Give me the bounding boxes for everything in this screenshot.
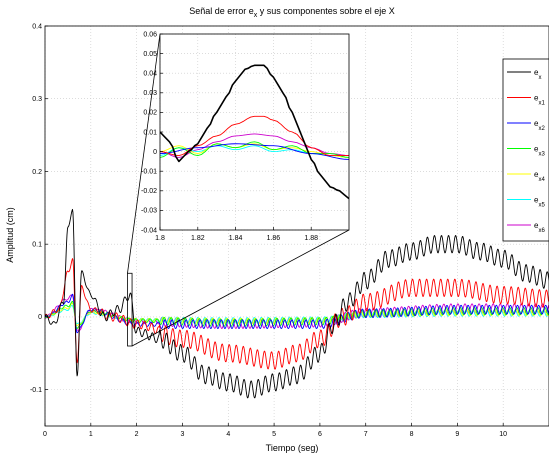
- inset-series-e-x1: [160, 115, 349, 156]
- inset-y-tick-label: 0.04: [143, 71, 157, 78]
- inset-series-e-x3: [160, 141, 349, 158]
- inset-x-tick-label: 1.8: [155, 235, 165, 242]
- inset-y-tick-label: -0.02: [141, 188, 157, 195]
- inset-x-tick-label: 1.82: [191, 235, 205, 242]
- inset-x-tick-label: 1.86: [267, 235, 281, 242]
- legend-label: ex1: [534, 94, 545, 107]
- inset-y-tick-label: -0.04: [141, 227, 157, 234]
- zoom-region-box: [127, 272, 133, 347]
- main-series-e-x: [45, 208, 549, 399]
- main-x-tick-label: 3: [181, 431, 185, 438]
- legend-label: ex: [534, 68, 541, 81]
- main-x-tick-label: 10: [499, 431, 507, 438]
- main-y-tick-label: 0.2: [32, 169, 42, 176]
- legend-label: ex4: [534, 170, 545, 183]
- legend-box: [502, 58, 549, 242]
- inset-series-e-x6: [160, 133, 349, 158]
- legend-label: ex5: [534, 196, 545, 209]
- inset-series: [160, 64, 349, 200]
- main-y-tick-label: 0.4: [32, 23, 42, 30]
- inset-y-tick-label: 0.05: [143, 51, 157, 58]
- inset-plot: 1.8 1.82 1.84 1.86 1.88 -0.04 -0.03 -0.02 -0.01 0…: [141, 31, 350, 242]
- inset-x-tick-label: 1.88: [304, 235, 318, 242]
- main-x-tick-label: 1: [89, 431, 93, 438]
- inset-y-tick-label: 0.02: [143, 110, 157, 117]
- main-y-tick-label: -0.1: [30, 387, 42, 394]
- inset-x-tick-label: 1.84: [229, 235, 243, 242]
- main-frame: [44, 25, 549, 427]
- inset-y-tick-label: 0: [153, 149, 157, 156]
- main-x-tick-label: 6: [318, 431, 322, 438]
- inset-y-tick-label: -0.01: [141, 169, 157, 176]
- inset-y-tick-label: 0.01: [143, 129, 157, 136]
- legend-label: ex2: [534, 119, 545, 132]
- inset-series-e-x2: [160, 143, 349, 160]
- main-y-tick-label: 0: [38, 314, 42, 321]
- main-x-tick-label: 0: [43, 431, 47, 438]
- x-axis-label: Tiempo (seg): [266, 443, 319, 453]
- main-series: [45, 208, 549, 399]
- zoom-connector: [127, 33, 350, 347]
- zoom-connector-line: [131, 229, 350, 347]
- inset-y-tick-label: 0.06: [143, 31, 157, 38]
- legend: ex ex1 ex2 ex3 ex4 ex5 ex6: [502, 58, 549, 242]
- main-x-tick-label: 4: [226, 431, 230, 438]
- y-axis-label: Amplitud (cm): [5, 207, 15, 263]
- zoom-connector-line: [127, 33, 161, 274]
- legend-label: ex3: [534, 145, 545, 158]
- inset-series-e-x4: [160, 143, 349, 158]
- inset-y-tick-label: -0.03: [141, 208, 157, 215]
- main-x-tick-label: 8: [410, 431, 414, 438]
- inset-y-tick-label: 0.03: [143, 90, 157, 97]
- legend-label: ex6: [534, 221, 545, 234]
- chart-title: Señal de error ex y sus componentes sobr…: [189, 6, 395, 19]
- main-y-tick-label: 0.3: [32, 96, 42, 103]
- main-y-tick-label: 0.1: [32, 242, 42, 249]
- inset-series-e-x: [160, 64, 349, 200]
- main-x-tick-label: 9: [455, 431, 459, 438]
- main-x-tick-label: 5: [272, 431, 276, 438]
- main-series-e-x1: [45, 258, 549, 370]
- inset-area: [160, 34, 349, 230]
- main-x-tick-label: 2: [135, 431, 139, 438]
- main-x-tick-label: 7: [364, 431, 368, 438]
